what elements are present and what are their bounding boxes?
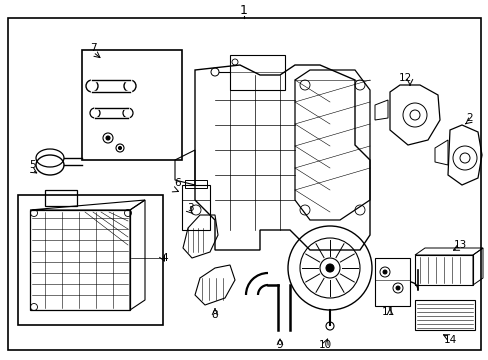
- Text: 4: 4: [162, 253, 168, 263]
- Circle shape: [118, 147, 121, 149]
- Text: 7: 7: [89, 43, 96, 53]
- Bar: [182, 185, 209, 230]
- Bar: [45, 190, 77, 206]
- Text: 14: 14: [443, 335, 456, 345]
- Circle shape: [106, 136, 110, 140]
- Text: 3: 3: [186, 203, 193, 213]
- Text: 5: 5: [29, 160, 35, 170]
- Text: 11: 11: [381, 307, 394, 317]
- Text: 10: 10: [318, 340, 331, 350]
- Text: 9: 9: [276, 340, 283, 350]
- Text: 1: 1: [240, 4, 247, 17]
- Bar: [30, 210, 130, 310]
- Text: 12: 12: [398, 73, 411, 83]
- Text: 2: 2: [466, 113, 472, 123]
- Circle shape: [395, 286, 399, 290]
- Bar: [414, 300, 474, 330]
- Text: 13: 13: [452, 240, 466, 250]
- Bar: [229, 55, 285, 90]
- Bar: [82, 50, 182, 160]
- Circle shape: [325, 264, 333, 272]
- Bar: [18, 195, 163, 325]
- Text: 6: 6: [174, 178, 181, 188]
- Text: 8: 8: [211, 310, 218, 320]
- Circle shape: [382, 270, 386, 274]
- Bar: [414, 255, 472, 285]
- Bar: [184, 180, 206, 188]
- Bar: [374, 258, 409, 306]
